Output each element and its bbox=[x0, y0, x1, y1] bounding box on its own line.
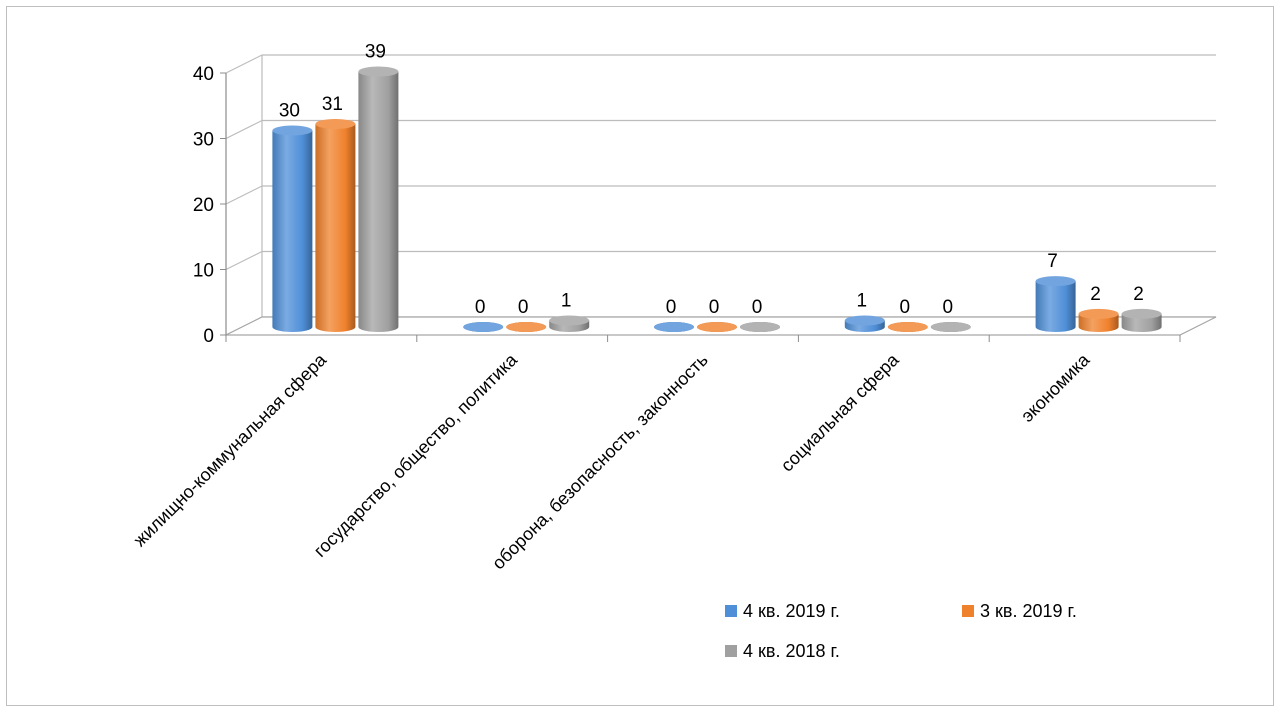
data-label: 0 bbox=[475, 297, 486, 318]
bar bbox=[1078, 308, 1119, 332]
category-label: жилищно-коммунальная сфера bbox=[130, 349, 331, 550]
legend-item: 3 кв. 2019 г. bbox=[962, 601, 1077, 621]
legend-label: 3 кв. 2019 г. bbox=[980, 601, 1077, 621]
y-tick-label: 30 bbox=[193, 130, 214, 151]
legend-label: 4 кв. 2018 г. bbox=[743, 641, 840, 661]
bar bbox=[654, 322, 694, 332]
data-label: 31 bbox=[322, 94, 343, 115]
legend: 4 кв. 2019 г. 3 кв. 2019 г. 4 кв. 2018 г. bbox=[725, 601, 1077, 661]
bar bbox=[549, 315, 590, 332]
data-label: 0 bbox=[666, 297, 677, 318]
data-label: 2 bbox=[1133, 284, 1144, 305]
y-tick-label: 0 bbox=[203, 326, 214, 347]
bar-top bbox=[654, 322, 694, 332]
legend-swatch bbox=[962, 605, 974, 617]
data-label: 2 bbox=[1090, 284, 1101, 305]
bar-top bbox=[315, 118, 356, 129]
legend-swatch bbox=[725, 645, 737, 657]
bar bbox=[887, 322, 928, 332]
y-tick-label: 10 bbox=[193, 261, 214, 282]
bar-top bbox=[1121, 308, 1162, 319]
bar bbox=[844, 315, 885, 332]
bar-top bbox=[549, 315, 590, 326]
bar bbox=[1121, 308, 1162, 332]
data-label: 30 bbox=[279, 101, 300, 122]
bar bbox=[272, 125, 313, 332]
y-tick-label: 20 bbox=[193, 195, 214, 216]
bar bbox=[930, 322, 971, 332]
bar bbox=[740, 322, 780, 332]
data-label: 0 bbox=[943, 297, 954, 318]
data-label: 1 bbox=[857, 290, 868, 311]
bar bbox=[358, 66, 399, 333]
data-label: 1 bbox=[561, 290, 572, 311]
data-label: 0 bbox=[752, 297, 763, 318]
gridline-depth bbox=[225, 250, 263, 271]
category-label: оборона, безопасность, законность bbox=[488, 350, 712, 574]
bar-body bbox=[358, 71, 399, 333]
bar-top bbox=[506, 322, 547, 332]
bar-top bbox=[463, 322, 504, 332]
bar-top bbox=[930, 322, 971, 332]
bar-top bbox=[887, 322, 928, 332]
legend-item: 4 кв. 2019 г. bbox=[725, 601, 840, 621]
bar-body bbox=[1078, 313, 1119, 332]
legend-label: 4 кв. 2019 г. bbox=[743, 601, 840, 621]
category-label: социальная сфера bbox=[777, 349, 904, 476]
chart-frame bbox=[6, 6, 1274, 706]
bar-body bbox=[1035, 281, 1076, 332]
legend-item: 4 кв. 2018 г. bbox=[725, 641, 840, 661]
gridline-depth bbox=[225, 119, 263, 140]
data-label: 0 bbox=[709, 297, 720, 318]
gridline-depth bbox=[225, 54, 263, 74]
data-label: 0 bbox=[900, 297, 911, 318]
bar-top bbox=[740, 322, 780, 332]
bar bbox=[315, 118, 356, 332]
data-label: 0 bbox=[518, 297, 529, 318]
category-label: государство, общество, политика bbox=[310, 349, 522, 561]
bar bbox=[506, 322, 547, 332]
legend-swatch bbox=[725, 605, 737, 617]
bar-body bbox=[272, 130, 313, 332]
gridline-depth bbox=[225, 185, 263, 205]
bar bbox=[697, 322, 737, 332]
bar-top bbox=[358, 66, 399, 77]
data-label: 39 bbox=[365, 42, 386, 63]
bar bbox=[463, 322, 504, 332]
bar-top bbox=[1078, 308, 1119, 319]
bar-top bbox=[1035, 276, 1076, 287]
bar-body bbox=[315, 123, 356, 332]
bar bbox=[1035, 276, 1076, 332]
bar-body bbox=[1121, 313, 1162, 332]
bars bbox=[272, 66, 1162, 333]
y-tick-label: 40 bbox=[193, 64, 214, 85]
bar-top bbox=[272, 125, 313, 136]
category-label: экономика bbox=[1017, 349, 1094, 426]
bar-top bbox=[697, 322, 737, 332]
bar-top bbox=[844, 315, 885, 326]
data-label: 7 bbox=[1047, 251, 1058, 272]
